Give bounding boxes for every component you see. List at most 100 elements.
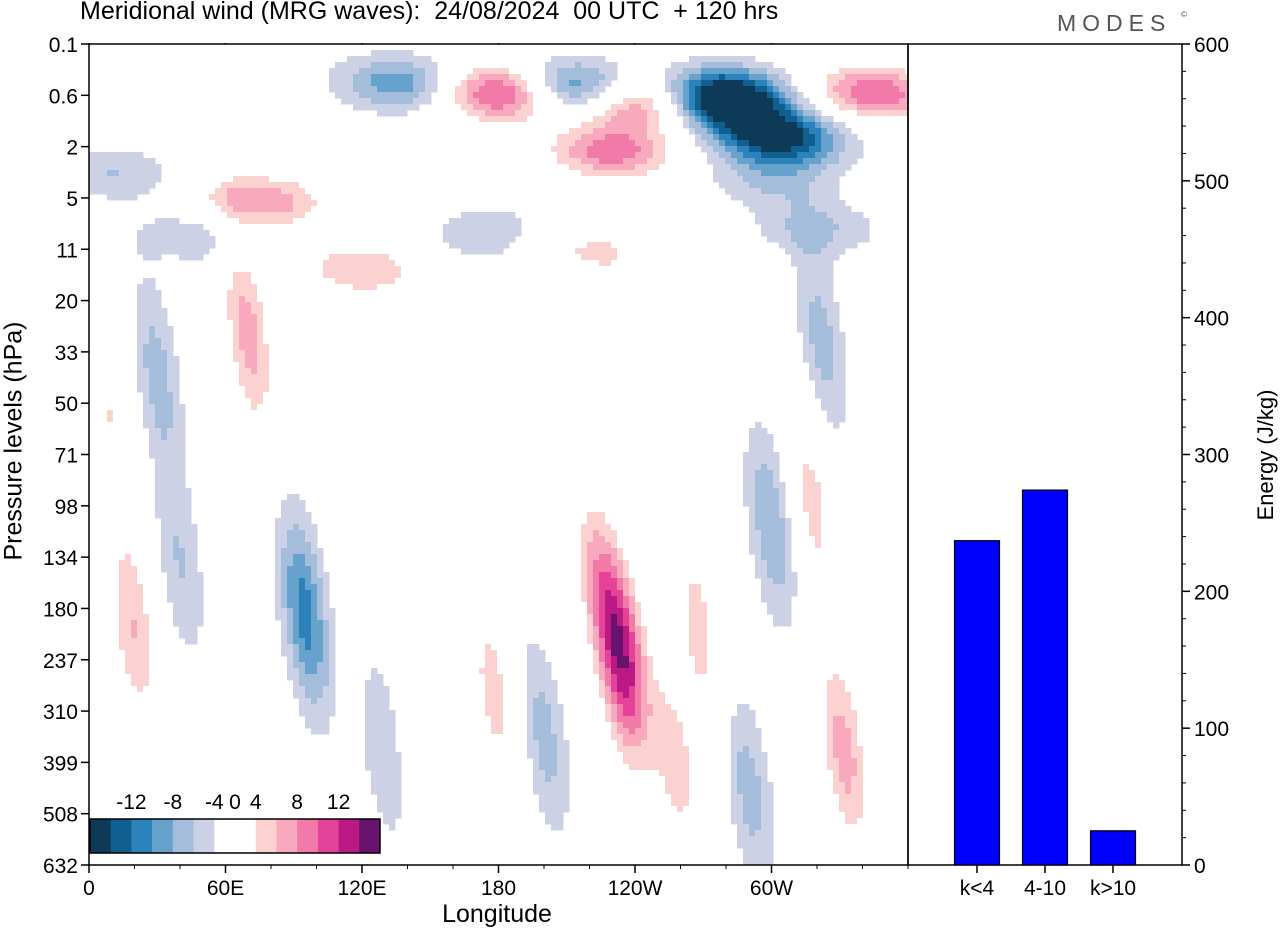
- contour-cell: [515, 116, 522, 123]
- contour-cell: [173, 434, 180, 441]
- contour-cell: [107, 710, 114, 717]
- contour-cell: [497, 230, 504, 237]
- contour-cell: [845, 158, 852, 165]
- contour-cell: [599, 104, 606, 111]
- contour-cell: [779, 500, 786, 507]
- contour-cell: [827, 326, 834, 333]
- contour-cell: [185, 236, 192, 243]
- contour-cell: [689, 548, 696, 555]
- contour-cell: [755, 434, 762, 441]
- contour-cell: [497, 212, 504, 219]
- contour-cell: [587, 548, 594, 555]
- contour-cell: [851, 242, 858, 249]
- contour-cell: [257, 404, 264, 411]
- contour-cell: [143, 236, 150, 243]
- contour-cell: [821, 488, 828, 495]
- contour-cell: [773, 470, 780, 477]
- contour-cell: [389, 50, 396, 57]
- contour-cell: [101, 668, 108, 675]
- contour-cell: [605, 524, 612, 531]
- contour-cell: [635, 122, 642, 129]
- contour-cell: [179, 410, 186, 417]
- contour-cell: [629, 182, 636, 189]
- contour-cell: [377, 692, 384, 699]
- contour-cell: [719, 182, 726, 189]
- contour-cell: [827, 680, 834, 687]
- contour-cell: [113, 476, 120, 483]
- contour-cell: [473, 686, 480, 693]
- contour-cell: [239, 332, 246, 339]
- contour-cell: [797, 428, 804, 435]
- contour-cell: [485, 698, 492, 705]
- contour-cell: [803, 116, 810, 123]
- contour-cell: [809, 302, 816, 309]
- contour-cell: [839, 404, 846, 411]
- contour-cell: [113, 554, 120, 561]
- contour-cell: [815, 566, 822, 573]
- contour-cell: [671, 680, 678, 687]
- contour-cell: [305, 710, 312, 717]
- contour-cell: [287, 596, 294, 603]
- contour-cell: [299, 182, 306, 189]
- contour-cell: [827, 332, 834, 339]
- contour-cell: [479, 608, 486, 615]
- contour-cell: [509, 236, 516, 243]
- contour-cell: [617, 344, 624, 351]
- contour-cell: [95, 416, 102, 423]
- contour-cell: [617, 362, 624, 369]
- contour-cell: [473, 644, 480, 651]
- contour-cell: [761, 224, 768, 231]
- contour-cell: [551, 116, 558, 123]
- contour-cell: [317, 590, 324, 597]
- contour-cell: [209, 176, 216, 183]
- contour-cell: [155, 488, 162, 495]
- contour-cell: [629, 374, 636, 381]
- contour-cell: [761, 86, 768, 93]
- contour-cell: [125, 488, 132, 495]
- contour-cell: [791, 170, 798, 177]
- contour-cell: [803, 428, 810, 435]
- contour-cell: [791, 152, 798, 159]
- contour-cell: [761, 536, 768, 543]
- contour-cell: [281, 518, 288, 525]
- contour-cell: [773, 68, 780, 75]
- contour-cell: [605, 284, 612, 291]
- contour-cell: [779, 596, 786, 603]
- contour-cell: [617, 536, 624, 543]
- contour-cell: [563, 170, 570, 177]
- contour-cell: [629, 122, 636, 129]
- contour-cell: [101, 362, 108, 369]
- contour-cell: [743, 104, 750, 111]
- contour-cell: [557, 116, 564, 123]
- contour-cell: [719, 158, 726, 165]
- contour-cell: [797, 470, 804, 477]
- contour-cell: [707, 620, 714, 627]
- contour-cell: [755, 158, 762, 165]
- contour-cell: [389, 710, 396, 717]
- contour-cell: [821, 530, 828, 537]
- contour-cell: [311, 524, 318, 531]
- contour-cell: [299, 686, 306, 693]
- contour-cell: [803, 500, 810, 507]
- contour-cell: [665, 140, 672, 147]
- contour-cell: [827, 194, 834, 201]
- contour-cell: [221, 206, 228, 213]
- contour-cell: [95, 704, 102, 711]
- contour-cell: [569, 86, 576, 93]
- contour-cell: [167, 446, 174, 453]
- contour-cell: [701, 668, 708, 675]
- contour-cell: [143, 632, 150, 639]
- contour-cell: [491, 692, 498, 699]
- contour-cell: [797, 182, 804, 189]
- contour-cell: [677, 644, 684, 651]
- contour-cell: [755, 194, 762, 201]
- contour-cell: [323, 572, 330, 579]
- contour-cell: [467, 74, 474, 81]
- contour-cell: [449, 98, 456, 105]
- contour-cell: [689, 554, 696, 561]
- contour-cell: [293, 590, 300, 597]
- contour-cell: [335, 248, 342, 255]
- contour-cell: [107, 458, 114, 465]
- contour-cell: [311, 224, 318, 231]
- contour-cell: [257, 206, 264, 213]
